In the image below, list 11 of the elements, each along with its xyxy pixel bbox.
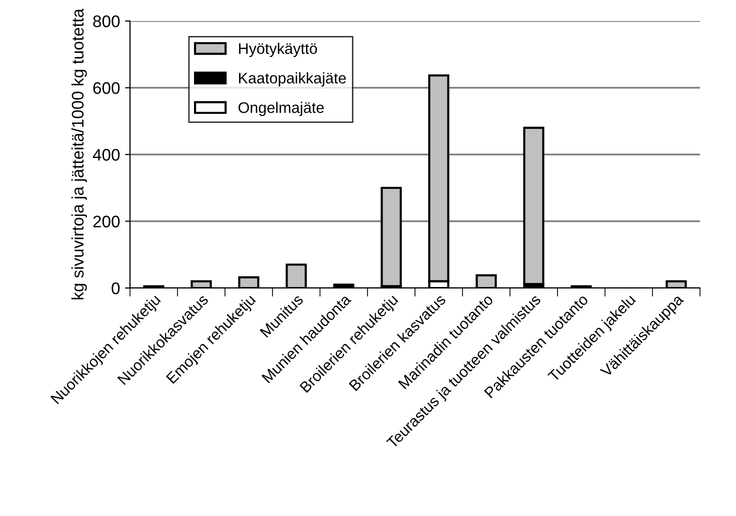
legend-label: Hyötykäyttö (239, 42, 317, 57)
legend-label: Kaatopaikkajäte (239, 72, 346, 87)
y-tick-label: 0 (112, 282, 120, 294)
bar (380, 186, 402, 288)
bar (523, 126, 544, 286)
y-tick-label: 400 (92, 148, 120, 161)
y-axis-title: kg sivuvirtoja ja jätteitä/1000 kg tuotetta (71, 8, 87, 300)
legend-label: Ongelmajäte (238, 102, 324, 116)
y-tick-label: 200 (93, 216, 120, 228)
y-tick-label: 800 (93, 15, 120, 28)
y-tick-label: 600 (93, 82, 120, 94)
